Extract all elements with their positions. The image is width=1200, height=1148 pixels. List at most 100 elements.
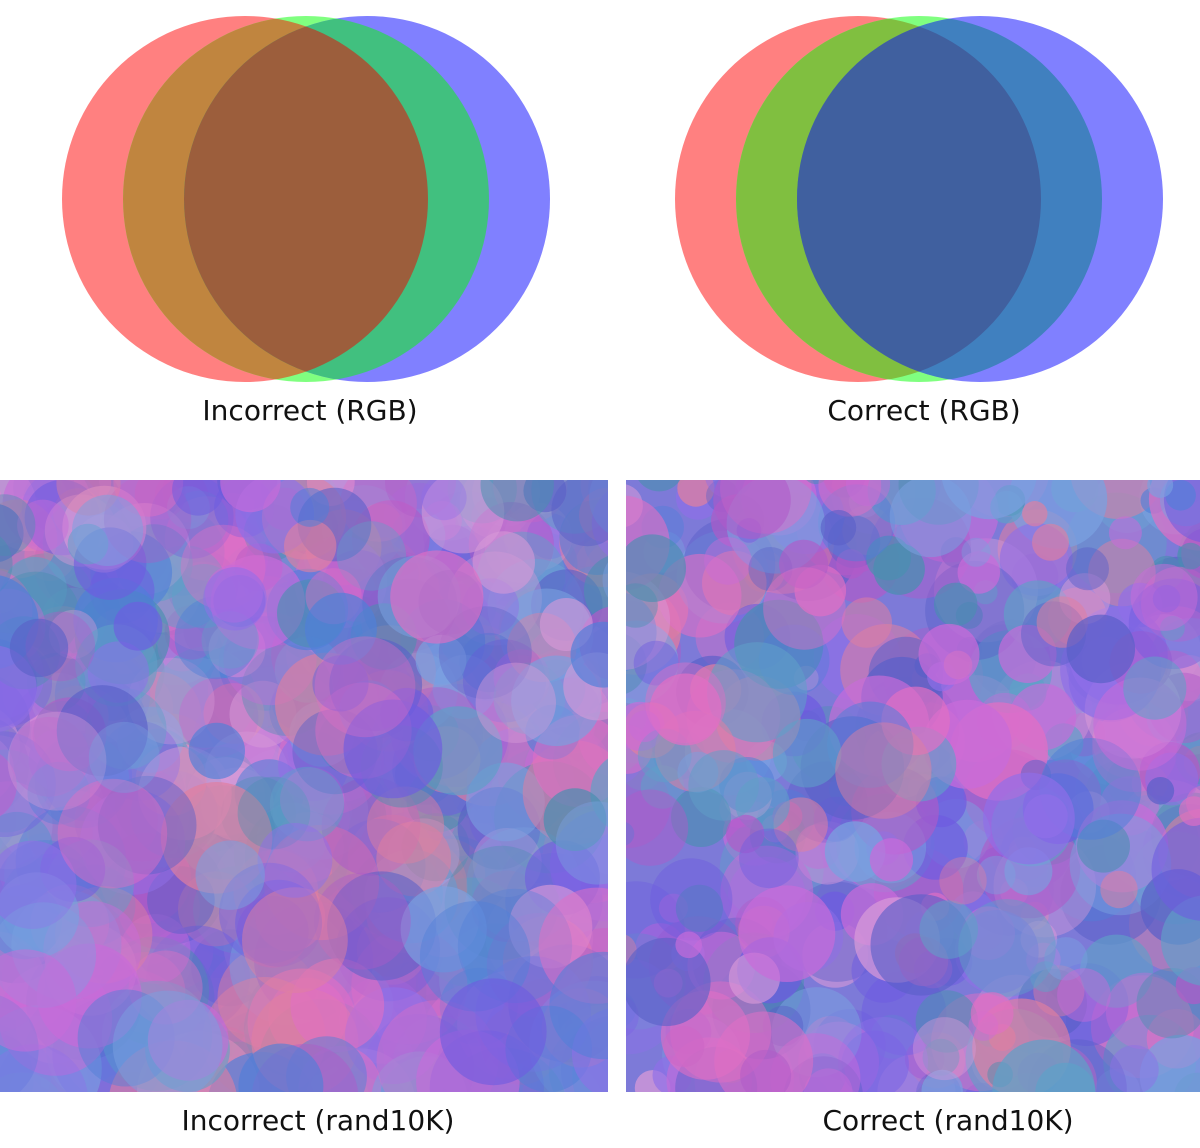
texture-bubble	[1057, 968, 1111, 1022]
texture-bubble	[269, 766, 345, 842]
texture-bubble	[0, 1044, 88, 1092]
texture-bubble	[257, 823, 333, 898]
texture-bubble	[957, 551, 1001, 594]
texture-bubble	[0, 754, 17, 817]
texture-bubble	[551, 480, 608, 547]
texture-bubble	[549, 951, 608, 1060]
texture-bubble	[1165, 480, 1196, 511]
texture-bubble	[739, 828, 799, 889]
caption-correct-rgb: Correct (RGB)	[827, 394, 1021, 427]
texture-bubble	[921, 1069, 963, 1092]
texture-bubble	[242, 887, 348, 994]
texture-bubble	[1044, 937, 1088, 981]
texture-bubble	[626, 789, 689, 866]
texture-bubble	[220, 480, 281, 513]
venn-incorrect-svg	[62, 16, 550, 382]
texture-bubble	[1146, 777, 1175, 805]
texture-bubble	[919, 900, 978, 959]
texture-bubble	[626, 937, 711, 1027]
texture-bubble	[1177, 542, 1200, 570]
texture-bubble	[688, 750, 759, 821]
texture-bubble	[779, 539, 829, 589]
texture-bubble	[400, 886, 487, 973]
caption-incorrect-rand10k: Incorrect (rand10K)	[181, 1104, 455, 1137]
texture-bubble	[57, 778, 168, 889]
texture-bubble	[961, 537, 991, 567]
texture-bubble	[72, 494, 144, 566]
texture-bubble	[626, 822, 635, 846]
texture-bubble	[650, 858, 733, 941]
texture-bubble	[27, 761, 91, 825]
texture-bubble	[7, 711, 107, 811]
texture-bubble	[939, 857, 987, 905]
texture-bubble	[626, 534, 686, 602]
texture-bubble	[480, 480, 554, 522]
texture-bubble	[97, 775, 197, 875]
texture-bubble	[915, 990, 978, 1053]
venn-correct-rgb	[600, 0, 1200, 390]
texture-bubble	[838, 1017, 928, 1092]
texture-bubble	[314, 636, 416, 738]
texture-bubble	[958, 899, 1056, 997]
rand10k-correct-panel	[626, 480, 1200, 1092]
texture-bubble	[304, 592, 377, 665]
texture-bubble	[707, 642, 808, 743]
texture-bubble	[1109, 1045, 1159, 1092]
texture-bubble	[0, 504, 24, 562]
texture-bubble	[992, 1039, 1096, 1092]
texture-bubble	[889, 480, 972, 558]
texture-bubble	[602, 562, 608, 598]
texture-bubble	[439, 978, 547, 1086]
texture-bubble	[0, 840, 77, 929]
texture-bubble	[336, 521, 407, 591]
texture-bubble	[343, 699, 443, 799]
caption-correct-rand10k: Correct (rand10K)	[822, 1104, 1074, 1137]
texture-bubble	[1123, 656, 1187, 720]
texture-bubble	[1066, 547, 1109, 591]
texture-bubble	[803, 1068, 853, 1092]
texture-bubble	[172, 480, 224, 516]
texture-bubble	[203, 567, 267, 631]
texture-bubble	[1151, 817, 1200, 921]
texture-bubble	[79, 789, 186, 895]
texture-bubble	[626, 592, 657, 671]
texture-bubble	[1030, 961, 1061, 993]
texture-bubble	[555, 801, 608, 885]
texture-bubble	[290, 487, 330, 527]
texture-bubble	[873, 543, 925, 595]
texture-bubble	[543, 788, 607, 851]
texture-bubble	[475, 662, 556, 743]
texture-bubble	[677, 480, 715, 507]
texture-bubble	[113, 601, 163, 651]
texture-bubble	[835, 722, 932, 819]
texture-bubble	[922, 1038, 960, 1076]
texture-bubble	[472, 828, 542, 897]
texture-bubble	[869, 838, 914, 882]
rand10k-incorrect-panel	[0, 480, 608, 1092]
texture-bubble	[390, 550, 484, 644]
texture-bubble	[284, 519, 337, 573]
texture-bubble	[1066, 614, 1136, 684]
texture-bubble	[1178, 796, 1200, 826]
texture-bubble	[626, 583, 658, 628]
texture-bubble	[457, 888, 573, 1004]
texture-bubble	[918, 623, 980, 685]
texture-bubble	[675, 884, 723, 932]
texture-bubble	[1033, 965, 1085, 1017]
texture-bubble	[195, 840, 265, 910]
texture-bubble	[1108, 516, 1142, 550]
texture-bubble	[238, 1043, 324, 1092]
texture-bubble	[836, 549, 866, 579]
texture-bubble	[1100, 870, 1138, 909]
texture-bubble	[56, 685, 148, 777]
texture-bubble	[841, 597, 892, 648]
texture-bubble	[738, 885, 836, 982]
texture-bubble	[88, 721, 160, 793]
texture-bubble	[820, 509, 857, 546]
texture-bubble	[112, 990, 223, 1092]
texture-bubble	[827, 701, 914, 788]
texture-bubble	[638, 480, 681, 492]
texture-bubble	[675, 931, 702, 959]
texture-bubble	[583, 556, 608, 625]
texture-bubble	[933, 582, 978, 627]
